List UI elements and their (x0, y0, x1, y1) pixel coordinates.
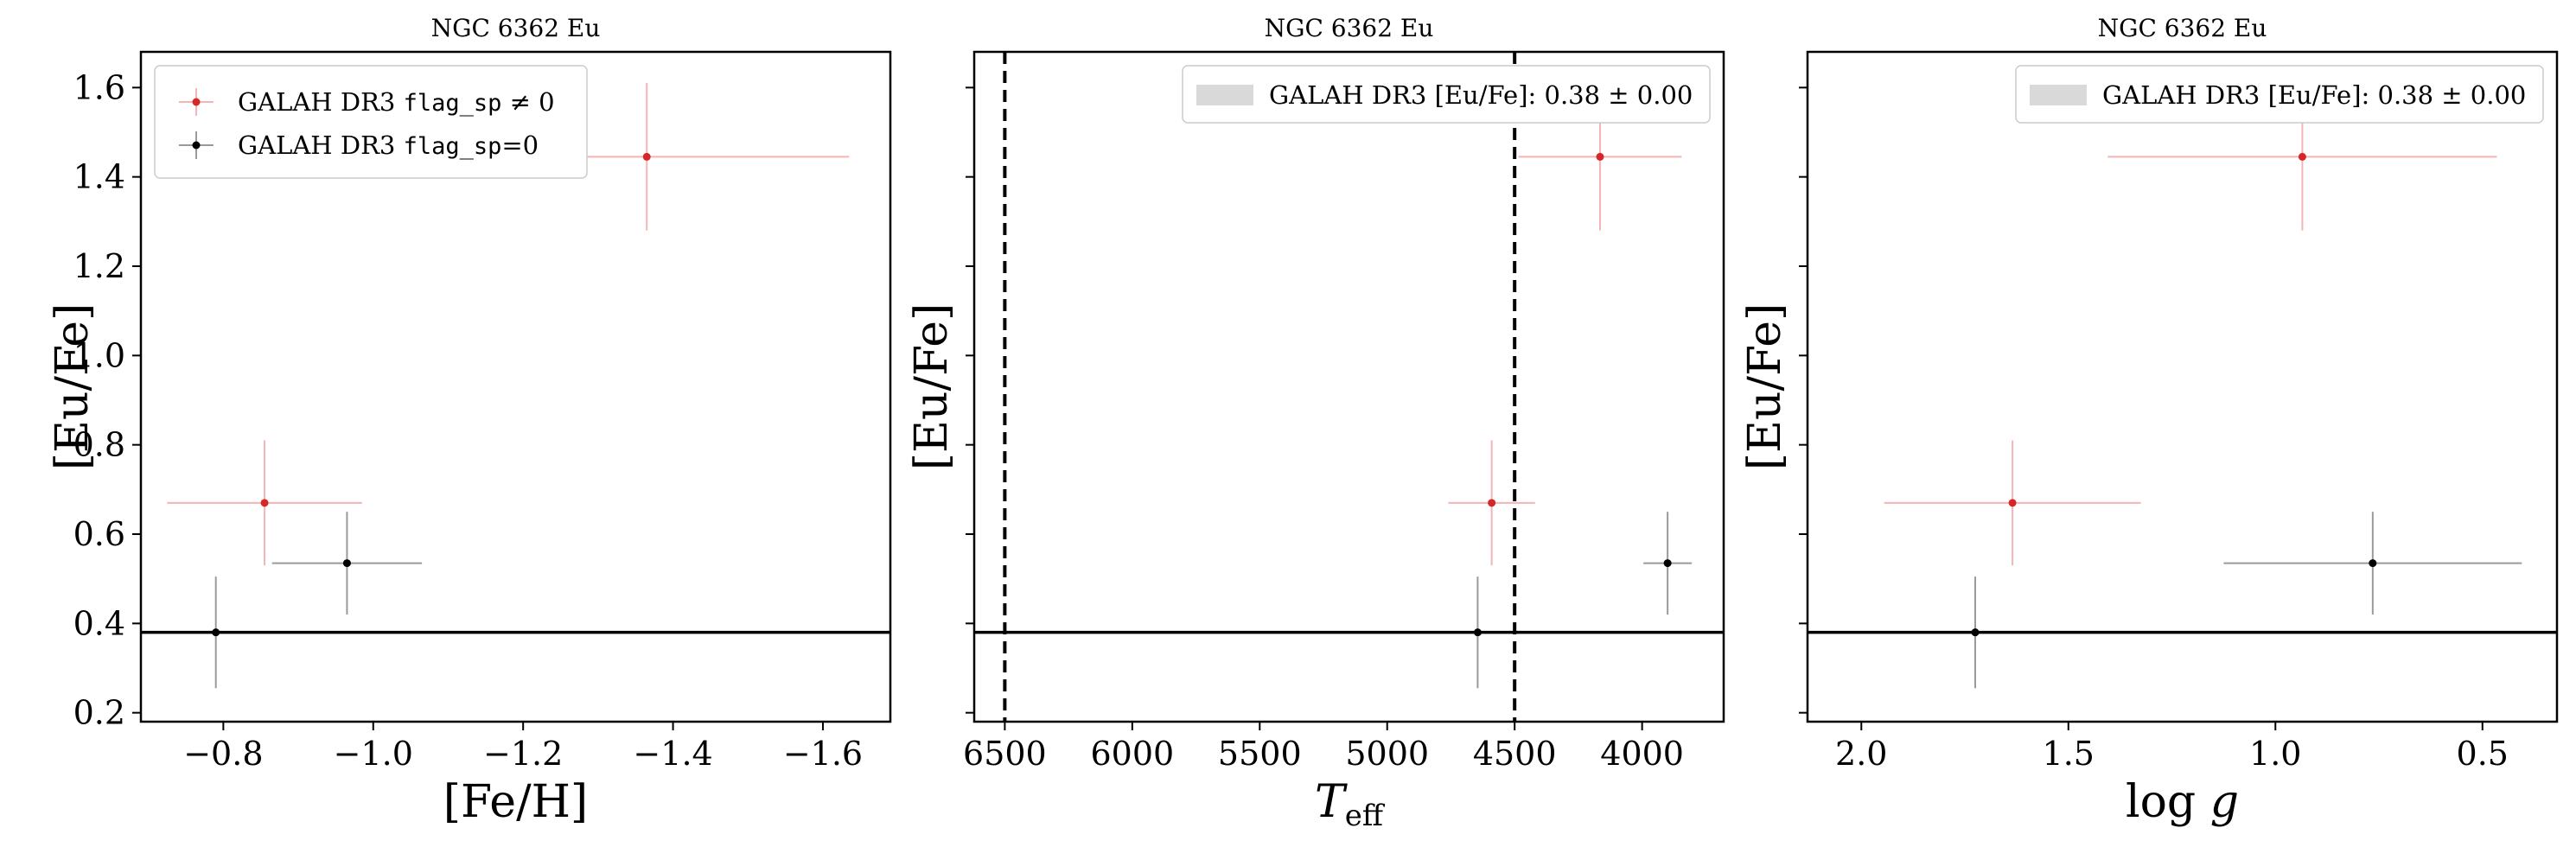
x-tick-label: −1.6 (783, 735, 863, 773)
chart-panel-3: NGC 6362 Eu 2.0 1.5 1.0 0.5 [Eu/Fe] log g GALAH… (1739, 14, 2559, 828)
y-tick-label: 0.8 (73, 426, 125, 464)
legend-box (1182, 65, 1711, 124)
x-axis-label: [Fe/H] (443, 776, 588, 828)
legend: GALAH DR3 [Eu/Fe]: 0.38 ± 0.00 (2015, 65, 2544, 124)
legend-band-swatch (1196, 85, 1253, 105)
x-tick-label: −1.2 (483, 735, 563, 773)
legend-box (154, 65, 588, 179)
data-point (342, 559, 351, 568)
x-tick-label: 5500 (1218, 735, 1302, 773)
axes-frame (139, 50, 892, 723)
axes-frame (972, 50, 1725, 723)
y-tick-label: 1.0 (73, 336, 125, 374)
data-point (1971, 628, 1980, 637)
x-tick-label: −0.8 (183, 735, 263, 773)
x-tick-label: 0.5 (2457, 735, 2509, 773)
data-point (1596, 152, 1604, 161)
y-tick-label: 1.2 (73, 247, 125, 285)
chart-panel-1: NGC 6362 Eu −0.8 −1.0 −1.2 −1.4 −1.6 0.2 0.4 0.6… (47, 14, 892, 828)
y-axis-label: [Eu/Fe] (1739, 303, 1791, 471)
y-tick-label: 0.4 (73, 604, 125, 642)
chart-title: NGC 6362 Eu (431, 14, 601, 42)
axes-frame (1806, 50, 2559, 723)
x-tick-label: 5000 (1345, 735, 1429, 773)
x-tick-label: 1.0 (2249, 735, 2301, 773)
chart-panel-2: NGC 6362 Eu 6500 6000 5500 5000 4500 4000 [Eu/F… (906, 14, 1725, 833)
y-tick-label: 1.4 (73, 158, 125, 196)
data-point (2008, 499, 2017, 507)
x-axis-label: log g (2126, 776, 2239, 828)
x-tick-label: 6000 (1090, 735, 1174, 773)
y-tick-label: 0.6 (73, 515, 125, 553)
legend: GALAH DR3 flag_sp ≠ 0 GALAH DR3 flag_sp=0 (154, 65, 588, 179)
y-tick-label: 0.2 (73, 694, 125, 732)
chart-title: NGC 6362 Eu (2098, 14, 2267, 42)
data-point (2298, 152, 2306, 161)
x-tick-label: −1.0 (334, 735, 413, 773)
legend-label: GALAH DR3 flag_sp ≠ 0 (238, 87, 555, 117)
y-axis-label: [Eu/Fe] (906, 303, 958, 471)
x-tick-label: −1.4 (633, 735, 712, 773)
legend: GALAH DR3 [Eu/Fe]: 0.38 ± 0.00 (1182, 65, 1711, 124)
x-tick-label: 2.0 (1835, 735, 1887, 773)
data-point (260, 499, 269, 507)
y-tick-label: 1.6 (73, 68, 125, 106)
x-tick-label: 4500 (1473, 735, 1557, 773)
x-tick-label: 4000 (1600, 735, 1684, 773)
data-point (1488, 499, 1496, 507)
legend-marker-point (192, 98, 201, 106)
legend-label: GALAH DR3 [Eu/Fe]: 0.38 ± 0.00 (2102, 80, 2526, 110)
legend-band-swatch (2030, 85, 2087, 105)
x-tick-label: 1.5 (2043, 735, 2095, 773)
legend-label: GALAH DR3 flag_sp=0 (238, 131, 539, 160)
x-tick-label: 6500 (963, 735, 1047, 773)
chart-title: NGC 6362 Eu (1265, 14, 1434, 42)
y-axis-label: [Eu/Fe] (47, 303, 99, 471)
data-point (2369, 559, 2377, 568)
legend-label: GALAH DR3 [Eu/Fe]: 0.38 ± 0.00 (1269, 80, 1693, 110)
legend-box (2015, 65, 2544, 124)
x-axis-label: Teff (1315, 776, 1386, 833)
data-point (1473, 628, 1482, 637)
legend-marker-point (192, 141, 201, 150)
data-point (642, 152, 651, 161)
data-point (1663, 559, 1672, 568)
data-point (212, 628, 220, 637)
